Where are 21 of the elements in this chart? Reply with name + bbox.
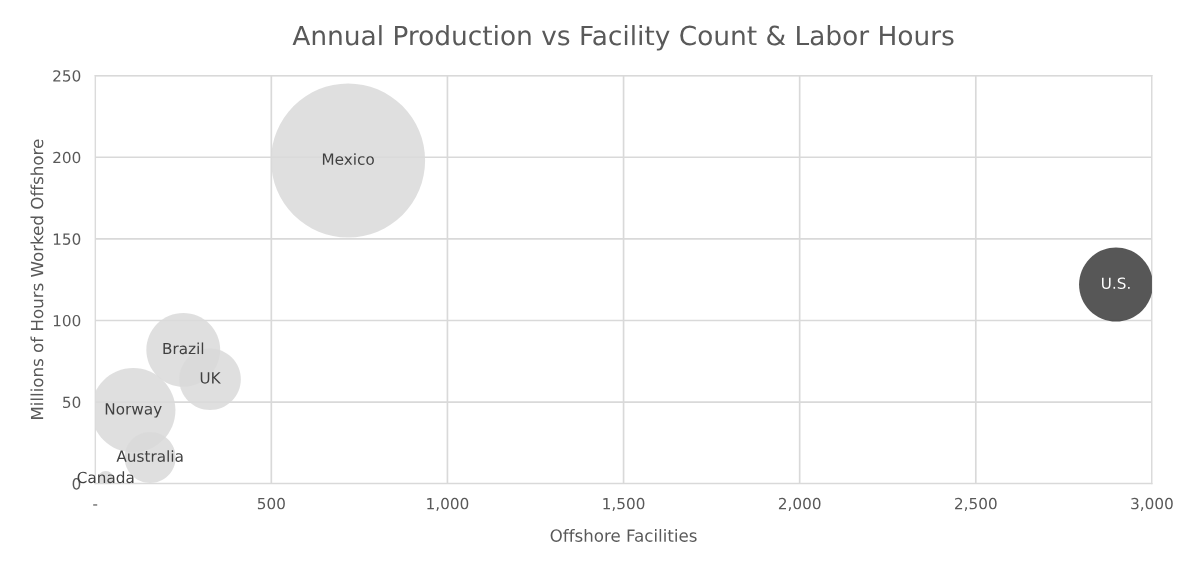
x-tick-label: 1,000 (427, 497, 469, 511)
series-label: Brazil (163, 342, 204, 355)
y-tick-label: 200 (53, 151, 81, 164)
y-axis-title: Millions of Hours Worked Offshore (30, 139, 44, 419)
x-tick-label: - (93, 504, 98, 506)
y-tick-label: 50 (63, 396, 81, 409)
series-label: UK (200, 372, 221, 384)
y-tick-label: 150 (53, 233, 81, 245)
series-label: Mexico (322, 153, 374, 165)
x-tick-label: 2,000 (778, 497, 821, 511)
x-tick-label: 1,500 (603, 497, 645, 511)
chart-title: Annual Production vs Facility Count & Labor Hours (292, 25, 954, 51)
x-tick-label: 500 (257, 497, 285, 510)
series-label: Australia (116, 450, 183, 462)
y-tick-label: 250 (53, 70, 81, 82)
x-tick-label: 3,000 (1131, 497, 1173, 511)
y-tick-label: 100 (53, 314, 81, 327)
series-label: U.S. (1102, 277, 1130, 289)
x-axis-title: Offshore Facilities (550, 528, 697, 542)
x-tick-label: 2,500 (955, 497, 997, 511)
series-label: Norway (105, 403, 162, 418)
